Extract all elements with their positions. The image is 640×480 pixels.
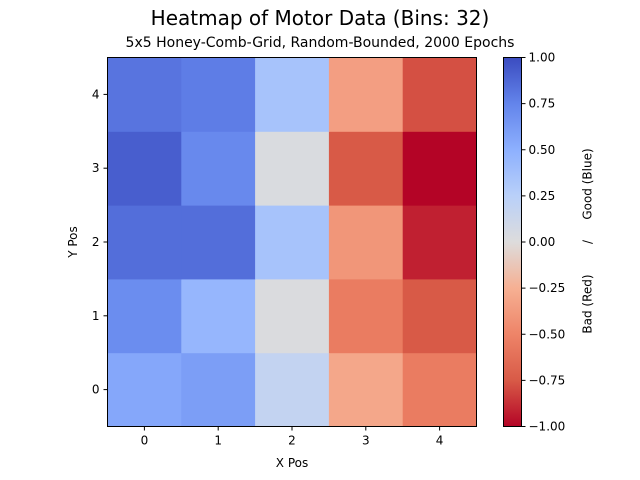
chart-title: Heatmap of Motor Data (Bins: 32)	[150, 6, 490, 30]
heatmap-cell-x0-y4	[107, 57, 182, 132]
colorbar-tick-label: −0.25	[529, 281, 566, 295]
x-tick-label: 3	[362, 434, 370, 448]
heatmap-cell-x3-y0	[328, 352, 404, 427]
colorbar-tick-label: 0.25	[529, 189, 556, 203]
colorbar-tick-label: −0.50	[529, 327, 566, 341]
colorbar-label: Bad (Red) / Good (Blue)	[581, 148, 595, 333]
x-tick-label: 2	[288, 434, 296, 448]
colorbar	[503, 57, 522, 427]
heatmap-cell-x1-y2	[181, 205, 256, 280]
colorbar-label-bad: Bad (Red)	[581, 274, 595, 333]
heatmap-cell-x3-y4	[328, 57, 404, 132]
heatmap-cell-x3-y2	[328, 205, 404, 280]
x-tick-label: 1	[214, 434, 222, 448]
y-tick-label: 0	[92, 383, 100, 397]
x-axis-label: X Pos	[276, 456, 308, 470]
y-tick-label: 3	[92, 161, 100, 175]
heatmap-cell-x1-y4	[181, 57, 256, 132]
heatmap-cell-x0-y3	[107, 131, 182, 206]
heatmap-cell-x3-y1	[328, 278, 404, 354]
x-axis: 0 1 2 3 4	[141, 426, 444, 448]
chart-subtitle: 5x5 Honey-Comb-Grid, Random-Bounded, 200…	[125, 35, 515, 51]
y-axis-label: Y Pos	[66, 226, 80, 259]
colorbar-tick-label: 0.50	[529, 143, 556, 157]
y-axis: 0 1 2 3 4	[92, 87, 108, 397]
colorbar-label-separator: /	[581, 239, 595, 244]
heatmap-cell-x4-y3	[402, 131, 477, 206]
heatmap-cell-x3-y3	[328, 131, 404, 206]
heatmap-cell-x4-y0	[402, 352, 477, 427]
heatmap-cell-x1-y0	[181, 352, 256, 427]
x-tick-label: 0	[141, 434, 149, 448]
y-tick-label: 1	[92, 309, 100, 323]
heatmap-cell-x2-y4	[255, 57, 330, 132]
heatmap-cell-x1-y1	[181, 278, 256, 354]
y-tick-label: 2	[92, 235, 100, 249]
colorbar-tick-label: −0.75	[529, 373, 566, 387]
heatmap-cell-x4-y4	[402, 57, 477, 132]
heatmap-cell-x4-y2	[402, 205, 477, 280]
colorbar-label-good: Good (Blue)	[581, 148, 595, 219]
heatmap-cell-x2-y3	[255, 131, 330, 206]
heatmap-cell-x0-y1	[107, 278, 182, 354]
colorbar-axis: −1.00 −0.75 −0.50 −0.25 0.00 0.25 0.50 0.75 1.00	[521, 51, 566, 434]
heatmap-cell-x0-y0	[107, 352, 182, 427]
heatmap-cell-x2-y1	[255, 278, 330, 354]
colorbar-tick-label: 0.75	[529, 97, 556, 111]
heatmap-cell-x2-y2	[255, 205, 330, 280]
heatmap-cell-x2-y0	[255, 352, 330, 427]
y-tick-label: 4	[92, 87, 100, 101]
x-tick-label: 4	[436, 434, 444, 448]
colorbar-tick-label: 0.00	[529, 235, 556, 249]
heatmap-cell-x4-y1	[402, 278, 477, 354]
heatmap-cells	[107, 57, 477, 427]
colorbar-tick-label: −1.00	[529, 420, 566, 434]
heatmap-cell-x0-y2	[107, 205, 182, 280]
colorbar-tick-label: 1.00	[529, 51, 556, 65]
heatmap-cell-x1-y3	[181, 131, 256, 206]
